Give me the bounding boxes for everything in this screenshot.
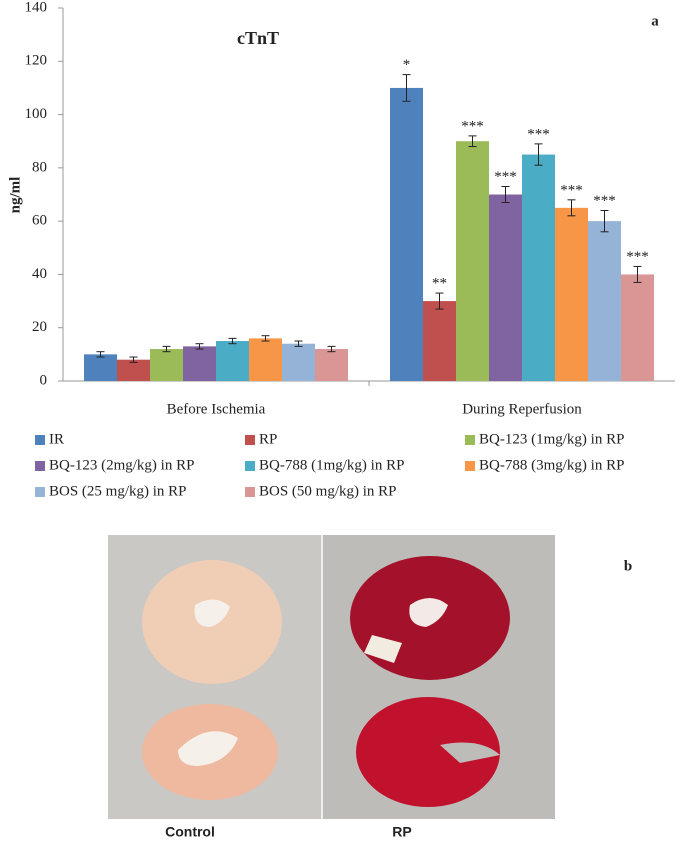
error-bar <box>501 186 510 203</box>
bar <box>423 301 456 381</box>
y-tick-label: 100 <box>25 106 48 122</box>
panel-label: a <box>651 13 659 29</box>
legend-label: BQ-788 (1mg/kg) in RP <box>259 457 404 473</box>
legend-label: BQ-123 (1mg/kg) in RP <box>479 431 624 447</box>
error-bar <box>195 343 204 350</box>
legend-label: BOS (25 mg/kg) in RP <box>49 483 187 499</box>
chart-title: cTnT <box>237 28 279 48</box>
y-tick-label: 140 <box>25 0 48 15</box>
error-bar <box>327 345 336 353</box>
bar <box>249 338 282 381</box>
error-bar <box>567 199 576 217</box>
heart-notch <box>440 742 500 763</box>
tissue-fragment <box>364 635 402 663</box>
heart-lumen <box>194 599 230 627</box>
significance-label: *** <box>593 193 616 209</box>
bar <box>84 354 117 381</box>
error-bar <box>468 135 477 148</box>
bar <box>621 274 654 381</box>
bar <box>117 359 150 381</box>
bar <box>456 141 489 381</box>
significance-label: *** <box>527 126 550 142</box>
bar <box>183 346 216 381</box>
legend-label: BQ-123 (2mg/kg) in RP <box>49 457 194 473</box>
legend-swatch <box>35 487 45 497</box>
bar <box>390 87 423 381</box>
error-bar <box>96 351 105 358</box>
significance-label: ** <box>432 276 447 292</box>
panel-label: b <box>624 558 632 574</box>
y-tick-label: 20 <box>32 319 47 335</box>
significance-label: * <box>403 57 411 73</box>
error-bar <box>294 340 303 347</box>
significance-label: *** <box>626 249 649 265</box>
y-tick-label: 120 <box>25 53 48 69</box>
significance-label: *** <box>560 182 583 198</box>
legend-label: RP <box>259 431 277 447</box>
x-tick-label: During Reperfusion <box>462 401 582 417</box>
error-bar <box>402 74 411 102</box>
error-bar <box>435 292 444 310</box>
legend-swatch <box>35 435 45 445</box>
bar <box>216 341 249 381</box>
heart-slice <box>356 697 500 807</box>
error-bar <box>228 337 237 345</box>
legend-label: BQ-788 (3mg/kg) in RP <box>479 457 624 473</box>
significance-label: *** <box>461 118 484 134</box>
photo-label: Control <box>165 824 215 840</box>
legend-swatch <box>465 435 475 445</box>
bar <box>588 221 621 381</box>
legend-label: BOS (50 mg/kg) in RP <box>259 483 397 499</box>
legend-label: IR <box>49 431 64 447</box>
heart-lumen <box>178 731 238 766</box>
error-bar <box>261 335 270 342</box>
y-tick-label: 80 <box>32 159 47 175</box>
legend-swatch <box>35 461 45 471</box>
bar <box>315 349 348 381</box>
significance-label: *** <box>494 169 517 185</box>
y-axis-label: ng/ml <box>7 177 23 214</box>
error-bar <box>600 209 609 233</box>
bar <box>555 207 588 381</box>
bar <box>150 349 183 381</box>
legend-swatch <box>245 461 255 471</box>
photo-label: RP <box>392 824 411 840</box>
error-bar <box>162 345 171 353</box>
error-bar <box>129 356 138 363</box>
legend-swatch <box>245 435 255 445</box>
photo-panel <box>108 535 555 819</box>
legend-swatch <box>245 487 255 497</box>
y-tick-label: 60 <box>32 213 47 229</box>
legend-swatch <box>465 461 475 471</box>
error-bar <box>534 143 543 166</box>
error-bar <box>633 265 642 283</box>
x-tick-label: Before Ischemia <box>167 401 266 417</box>
y-tick-label: 40 <box>32 266 47 282</box>
bar <box>282 343 315 381</box>
bar <box>522 154 555 381</box>
heart-lumen <box>409 598 448 627</box>
bar <box>489 194 522 381</box>
y-tick-label: 0 <box>40 372 48 388</box>
